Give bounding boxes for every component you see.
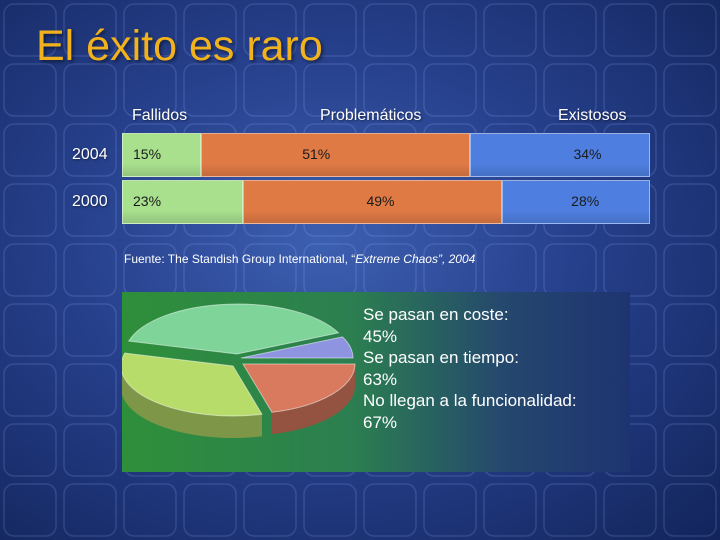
- bar-existosos-2000: 28%: [502, 180, 650, 224]
- source-note: Fuente: The Standish Group International…: [124, 252, 475, 266]
- category-label-2000: 2000: [72, 193, 108, 210]
- pie-illustration: [120, 303, 356, 438]
- legend-fallidos: Fallidos: [132, 107, 188, 124]
- stat-line: Se pasan en coste:: [363, 305, 509, 324]
- stats-block: Se pasan en coste: 45% Se pasan en tiemp…: [363, 304, 577, 433]
- bar-problematicos-2004: 51%: [201, 133, 471, 177]
- pie-slice: [240, 336, 354, 359]
- data-label-fallidos-2004: 15%: [133, 146, 162, 162]
- bar-row-2004: 15% 51% 34%: [122, 133, 650, 177]
- bar-row-2000: 23% 49% 28%: [122, 180, 650, 224]
- legend-problematicos: Problemáticos: [320, 107, 422, 124]
- stat-value: 67%: [363, 412, 398, 432]
- source-prefix: Fuente: The Standish Group International…: [124, 252, 356, 266]
- slide-title: El éxito es raro: [36, 22, 323, 70]
- data-label-fallidos-2000: 23%: [133, 193, 162, 209]
- pie-slice: [127, 303, 340, 355]
- stat-value: 63%: [363, 369, 398, 389]
- pie-panel: [120, 292, 630, 472]
- bar-existosos-2004: 34%: [470, 133, 650, 177]
- legend-existosos: Existosos: [558, 107, 627, 124]
- pie-slice-side: [121, 366, 262, 438]
- category-label-2004: 2004: [72, 146, 108, 163]
- source-title: Extreme Chaos”, 2004: [355, 252, 476, 266]
- bar-fallidos-2004: 15%: [122, 133, 202, 177]
- stat-line: No llegan a la funcionalidad:: [363, 391, 577, 410]
- pie-slice: [242, 363, 356, 413]
- pie-slice: [120, 352, 263, 417]
- data-label-existosos-2000: 28%: [571, 193, 600, 209]
- data-label-problematicos-2000: 49%: [366, 193, 395, 209]
- data-label-problematicos-2004: 51%: [302, 146, 331, 162]
- bar-fallidos-2000: 23%: [122, 180, 244, 224]
- pie-slice-side: [271, 364, 355, 435]
- stat-value: 45%: [363, 326, 398, 346]
- stat-line: Se pasan en tiempo:: [363, 348, 519, 367]
- data-label-existosos-2004: 34%: [573, 146, 602, 162]
- bar-problematicos-2000: 49%: [243, 180, 503, 224]
